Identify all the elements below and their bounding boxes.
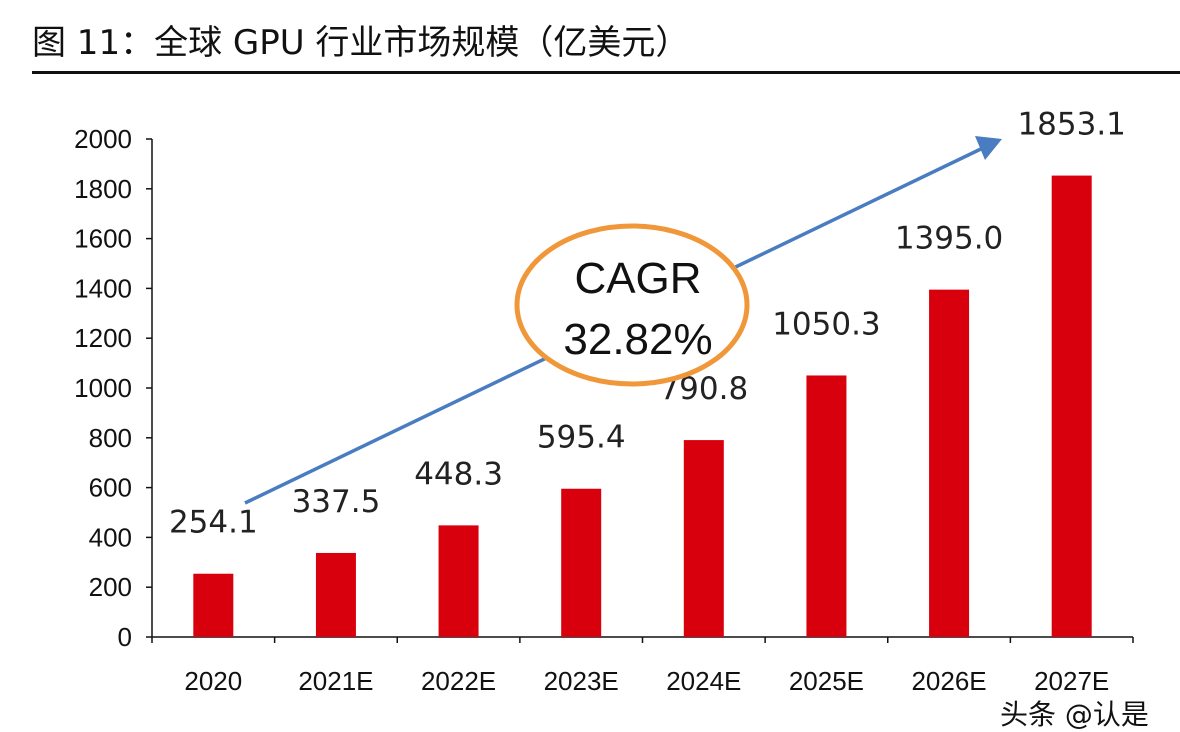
x-tick-label: 2021E [298, 666, 373, 696]
data-label: 254.1 [169, 505, 258, 541]
y-tick-label: 1400 [74, 273, 132, 303]
y-tick-label: 200 [89, 572, 132, 602]
chart-title: 图 11：全球 GPU 行业市场规模（亿美元） [32, 23, 689, 63]
bar [683, 440, 724, 637]
x-tick-label: 2024E [666, 666, 741, 696]
y-tick-label: 1600 [74, 224, 132, 254]
cagr-label: CAGR [574, 254, 701, 303]
y-tick-label: 2000 [74, 124, 132, 154]
bar [929, 289, 970, 637]
bar [561, 488, 602, 637]
bar [806, 375, 847, 637]
y-tick-label: 0 [118, 622, 132, 652]
x-tick-label: 2026E [911, 666, 986, 696]
y-tick-label: 600 [89, 473, 132, 503]
trend-arrowhead [975, 136, 1002, 160]
x-tick-label: 2022E [421, 666, 496, 696]
x-tick-label: 2025E [789, 666, 864, 696]
y-tick-label: 400 [89, 522, 132, 552]
bar [315, 552, 356, 637]
watermark: 头条 @认是 [1000, 698, 1149, 731]
y-tick-label: 1000 [74, 373, 132, 403]
x-tick-label: 2020 [184, 666, 242, 696]
cagr-value: 32.82% [563, 315, 712, 364]
y-tick-label: 1800 [74, 174, 132, 204]
x-tick-label: 2023E [544, 666, 619, 696]
data-label: 1853.1 [1017, 107, 1125, 143]
bar [193, 573, 234, 637]
bars [193, 175, 1092, 637]
cagr-annotation: CAGR 32.82% [244, 136, 1002, 505]
y-tick-label: 800 [89, 423, 132, 453]
data-label: 1395.0 [895, 221, 1003, 257]
bar [1051, 175, 1092, 637]
y-tick-label: 1200 [74, 323, 132, 353]
y-axis: 0 200 400 600 800 1000 1200 1400 1600 1800 2000 [74, 124, 153, 652]
cagr-ellipse [514, 223, 750, 387]
title-rule [32, 71, 1180, 74]
data-label: 448.3 [414, 456, 503, 492]
bar [438, 525, 479, 637]
x-tick-label: 2027E [1034, 666, 1109, 696]
data-labels: 254.1337.5448.3595.4790.81050.31395.0185… [169, 107, 1126, 541]
data-label: 1050.3 [772, 306, 880, 342]
x-axis: 2020 2021E 2022E 2023E 2024E 2025E 2026E 2027E [151, 636, 1134, 696]
data-label: 337.5 [292, 484, 381, 520]
data-label: 595.4 [537, 420, 626, 456]
